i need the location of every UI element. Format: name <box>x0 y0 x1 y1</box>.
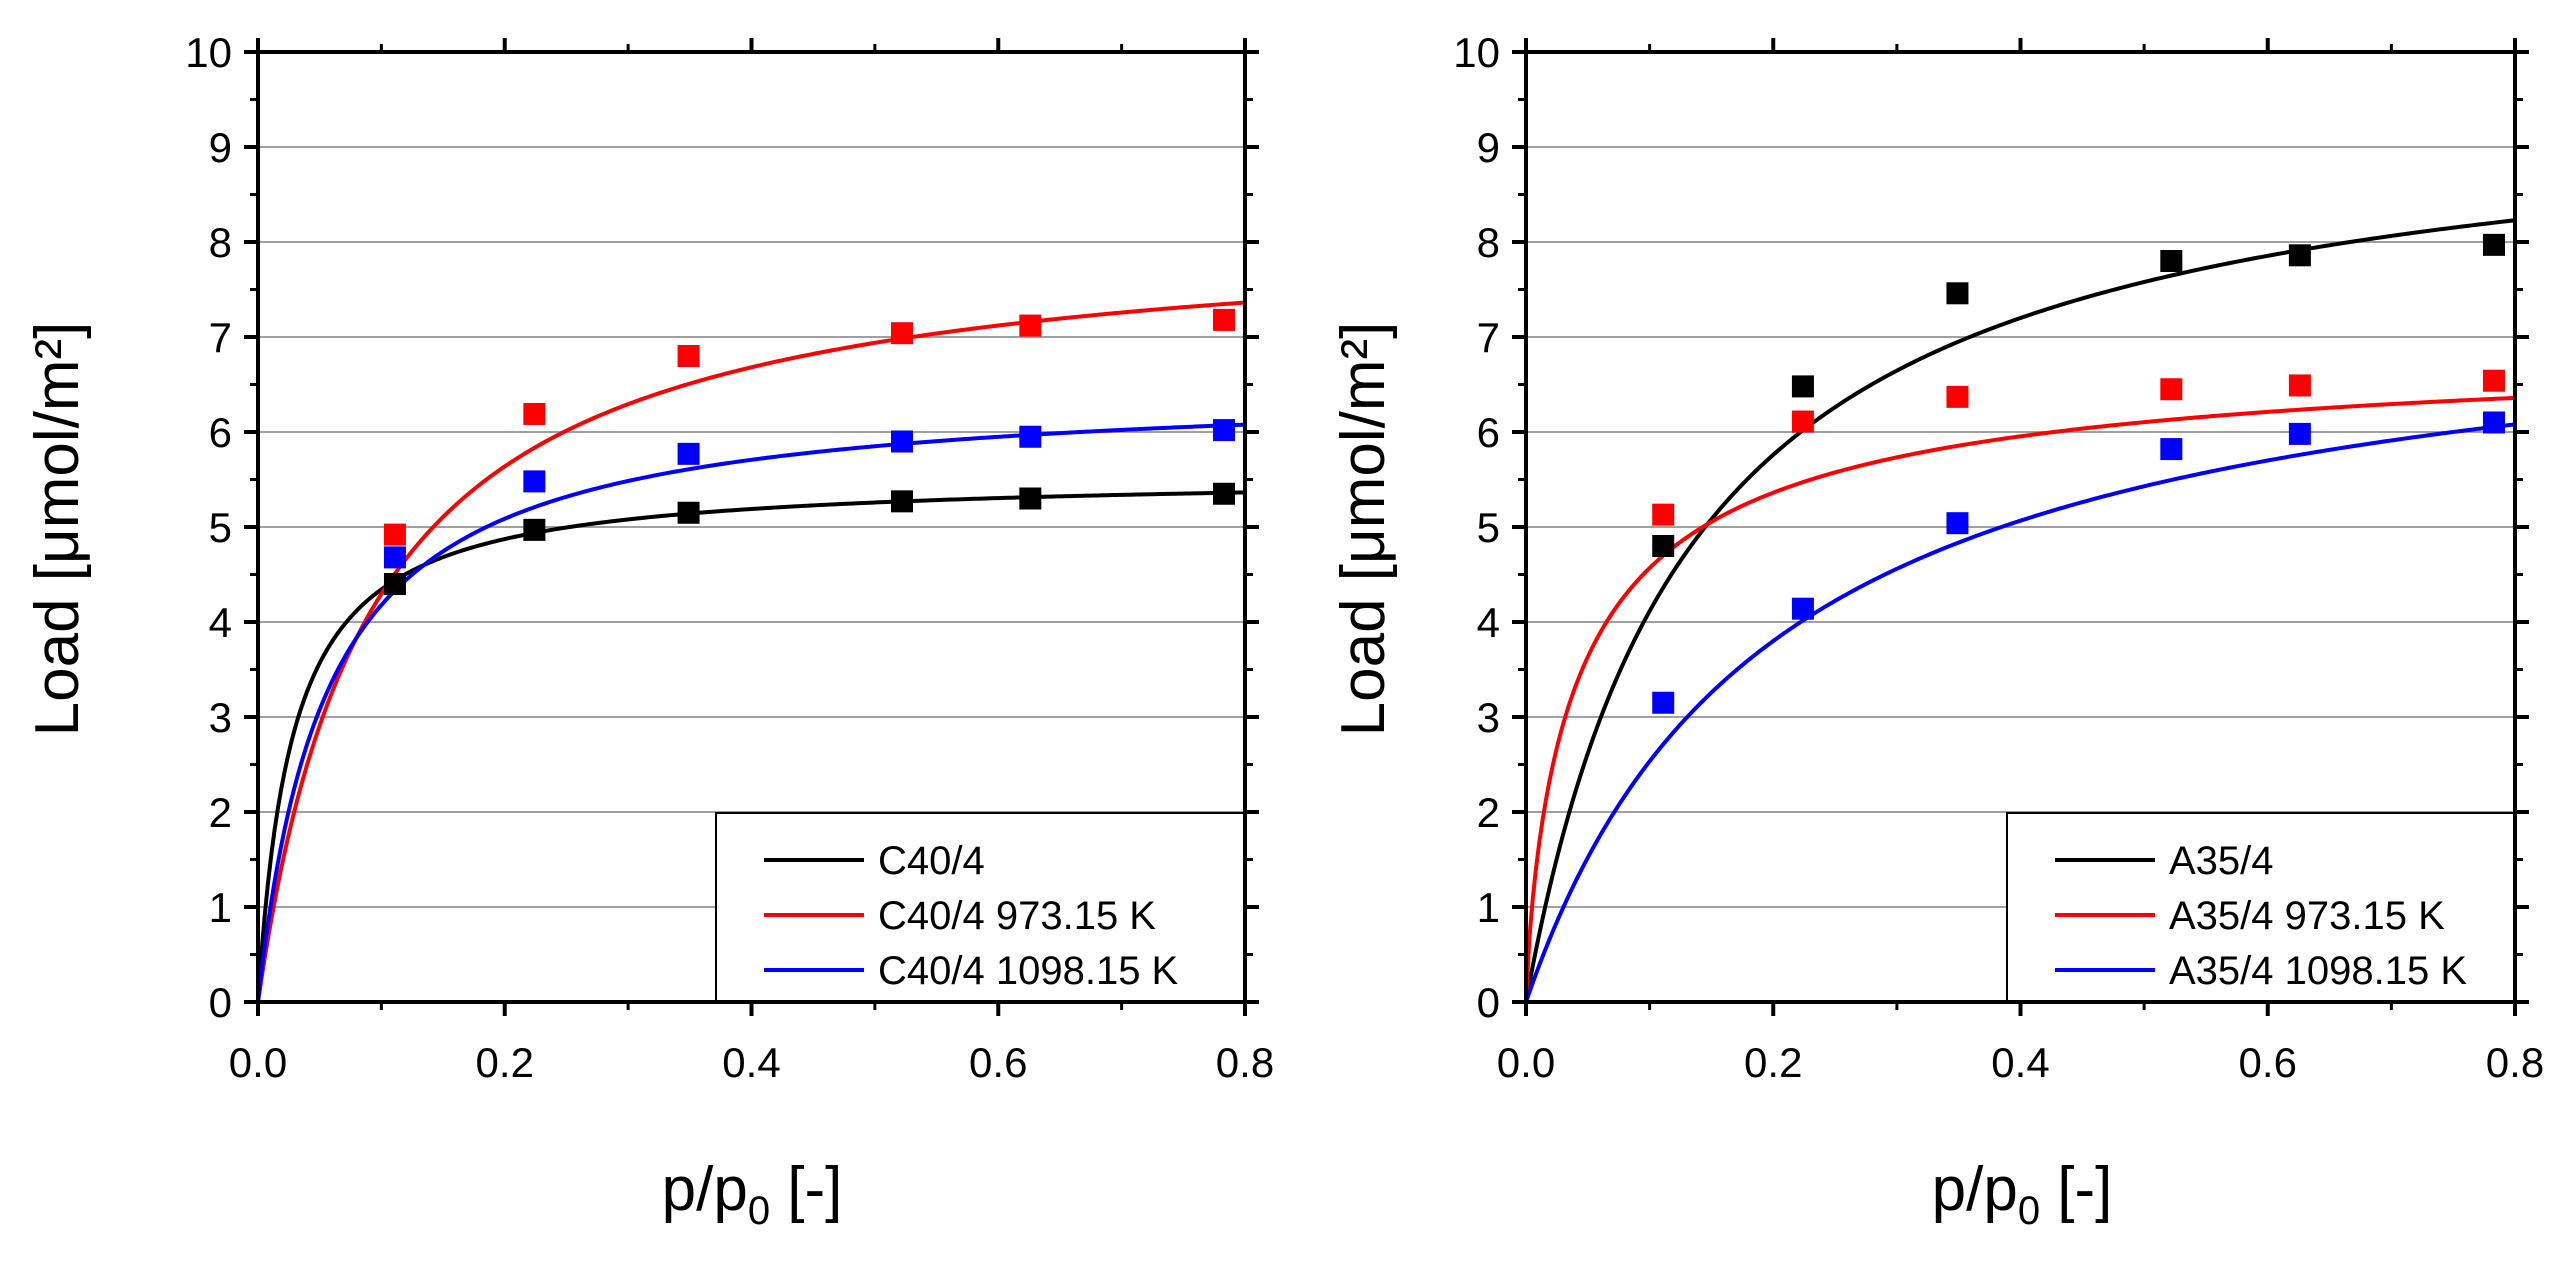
y-tick-label-0: 0 <box>1477 979 1500 1026</box>
data-point-a35-4-1098-15-k-0 <box>1652 691 1675 714</box>
fit-curve-c40-4-973-15-k <box>256 300 1246 1003</box>
legend-label-2: C40/4 1098.15 K <box>878 949 1179 993</box>
left-y-axis-title: Load [μmol/m²] <box>23 322 92 737</box>
data-point-a35-4-2 <box>1946 282 1969 305</box>
data-point-c40-4-1098-15-k-0 <box>383 546 406 569</box>
data-point-a35-4-973-15-k-1 <box>1791 410 1814 433</box>
y-tick-label-3: 3 <box>1477 694 1500 741</box>
data-point-a35-4-3 <box>2160 250 2183 272</box>
data-point-c40-4-1098-15-k-5 <box>1213 419 1236 442</box>
legend: C40/4 C40/4 973.15 K C40/4 1098.15 K <box>715 812 1245 1002</box>
data-point-c40-4-973-15-k-3 <box>891 322 914 345</box>
data-point-a35-4-973-15-k-5 <box>2482 369 2505 392</box>
fit-curve-a35-4-973-15-k <box>1524 395 2516 1003</box>
data-point-a35-4-973-15-k-3 <box>2160 378 2183 401</box>
x-tick-label-0.2: 0.2 <box>476 1039 534 1086</box>
data-point-a35-4-1 <box>1791 375 1814 398</box>
y-tick-label-7: 7 <box>1477 314 1500 361</box>
y-tick-label-6: 6 <box>1477 409 1500 456</box>
fit-curve-a35-4 <box>1524 218 2516 1003</box>
legend-label-1: C40/4 973.15 K <box>878 894 1156 938</box>
x-tick-label-0.6: 0.6 <box>969 1039 1027 1086</box>
x-tick-label-0.4: 0.4 <box>1991 1039 2049 1086</box>
right-y-axis-title: Load [μmol/m²] <box>1329 322 1398 737</box>
y-tick-label-1: 1 <box>1477 884 1500 931</box>
y-tick-label-2: 2 <box>1477 789 1500 836</box>
data-point-c40-4-4 <box>1019 487 1042 510</box>
legend-label-2: A35/4 1098.15 K <box>2169 949 2467 993</box>
data-point-c40-4-5 <box>1213 482 1236 505</box>
data-point-a35-4-1098-15-k-5 <box>2482 411 2505 434</box>
y-tick-label-8: 8 <box>209 219 232 266</box>
y-tick-label-10: 10 <box>185 29 232 76</box>
data-point-c40-4-973-15-k-5 <box>1213 308 1236 331</box>
legend-label-1: A35/4 973.15 K <box>2169 894 2445 938</box>
y-tick-label-9: 9 <box>209 124 232 171</box>
data-point-c40-4-0 <box>383 573 406 595</box>
data-point-c40-4-1098-15-k-3 <box>891 430 914 453</box>
data-point-a35-4-973-15-k-4 <box>2288 374 2311 397</box>
data-point-c40-4-973-15-k-2 <box>677 345 700 367</box>
legend: A35/4 A35/4 973.15 K A35/4 1098.15 K <box>2006 812 2515 1002</box>
y-tick-label-5: 5 <box>1477 504 1500 551</box>
data-point-a35-4-1098-15-k-4 <box>2288 422 2311 445</box>
data-point-a35-4-0 <box>1652 535 1675 557</box>
data-point-c40-4-973-15-k-0 <box>383 523 406 546</box>
y-tick-label-2: 2 <box>209 789 232 836</box>
y-tick-label-5: 5 <box>209 504 232 551</box>
y-tick-label-10: 10 <box>1453 29 1500 76</box>
data-point-a35-4-1098-15-k-1 <box>1791 597 1814 620</box>
left-x-axis-title: p/p0 [-] <box>662 1155 843 1233</box>
y-tick-label-9: 9 <box>1477 124 1500 171</box>
legend-label-0: C40/4 <box>878 839 985 883</box>
data-point-c40-4-1098-15-k-1 <box>523 470 546 493</box>
data-point-a35-4-5 <box>2482 233 2505 256</box>
x-tick-label-0.0: 0.0 <box>229 1039 287 1086</box>
data-point-c40-4-3 <box>891 490 914 513</box>
data-point-a35-4-1098-15-k-3 <box>2160 438 2183 461</box>
data-point-a35-4-1098-15-k-2 <box>1946 512 1969 535</box>
x-tick-label-0.4: 0.4 <box>722 1039 780 1086</box>
fit-curve-c40-4-1098-15-k <box>256 422 1246 1003</box>
right-x-axis-title: p/p0 [-] <box>1932 1155 2113 1233</box>
y-tick-label-7: 7 <box>209 314 232 361</box>
data-point-c40-4-2 <box>677 501 700 524</box>
y-tick-label-3: 3 <box>209 694 232 741</box>
data-point-a35-4-973-15-k-0 <box>1652 503 1675 526</box>
right-panel: Load [μmol/m²] p/p0 [-] 0 1 2 3 4 5 6 7 8 9 10 0.0 0… <box>1329 29 2544 1233</box>
y-tick-label-6: 6 <box>209 409 232 456</box>
y-tick-label-4: 4 <box>209 599 232 646</box>
x-tick-label-0.2: 0.2 <box>1744 1039 1802 1086</box>
y-tick-label-8: 8 <box>1477 219 1500 266</box>
y-tick-label-0: 0 <box>209 979 232 1026</box>
data-point-a35-4-4 <box>2288 244 2311 267</box>
x-tick-label-0.6: 0.6 <box>2239 1039 2297 1086</box>
x-tick-label-0.8: 0.8 <box>1216 1039 1274 1086</box>
data-point-c40-4-1 <box>523 518 546 541</box>
data-point-c40-4-1098-15-k-4 <box>1019 425 1042 448</box>
x-tick-label-0.0: 0.0 <box>1497 1039 1555 1086</box>
y-tick-label-1: 1 <box>209 884 232 931</box>
y-tick-label-4: 4 <box>1477 599 1500 646</box>
data-point-a35-4-973-15-k-2 <box>1946 385 1969 408</box>
fit-curve-a35-4-1098-15-k <box>1524 422 2516 1003</box>
data-point-c40-4-973-15-k-1 <box>523 402 546 425</box>
legend-label-0: A35/4 <box>2169 839 2274 883</box>
left-panel: Load [μmol/m²] p/p0 [-] 0 1 2 3 4 5 6 7 8 9 10 0.0 0… <box>23 29 1274 1233</box>
x-tick-label-0.8: 0.8 <box>2486 1039 2544 1086</box>
data-point-c40-4-973-15-k-4 <box>1019 314 1042 337</box>
data-point-c40-4-1098-15-k-2 <box>677 442 700 465</box>
